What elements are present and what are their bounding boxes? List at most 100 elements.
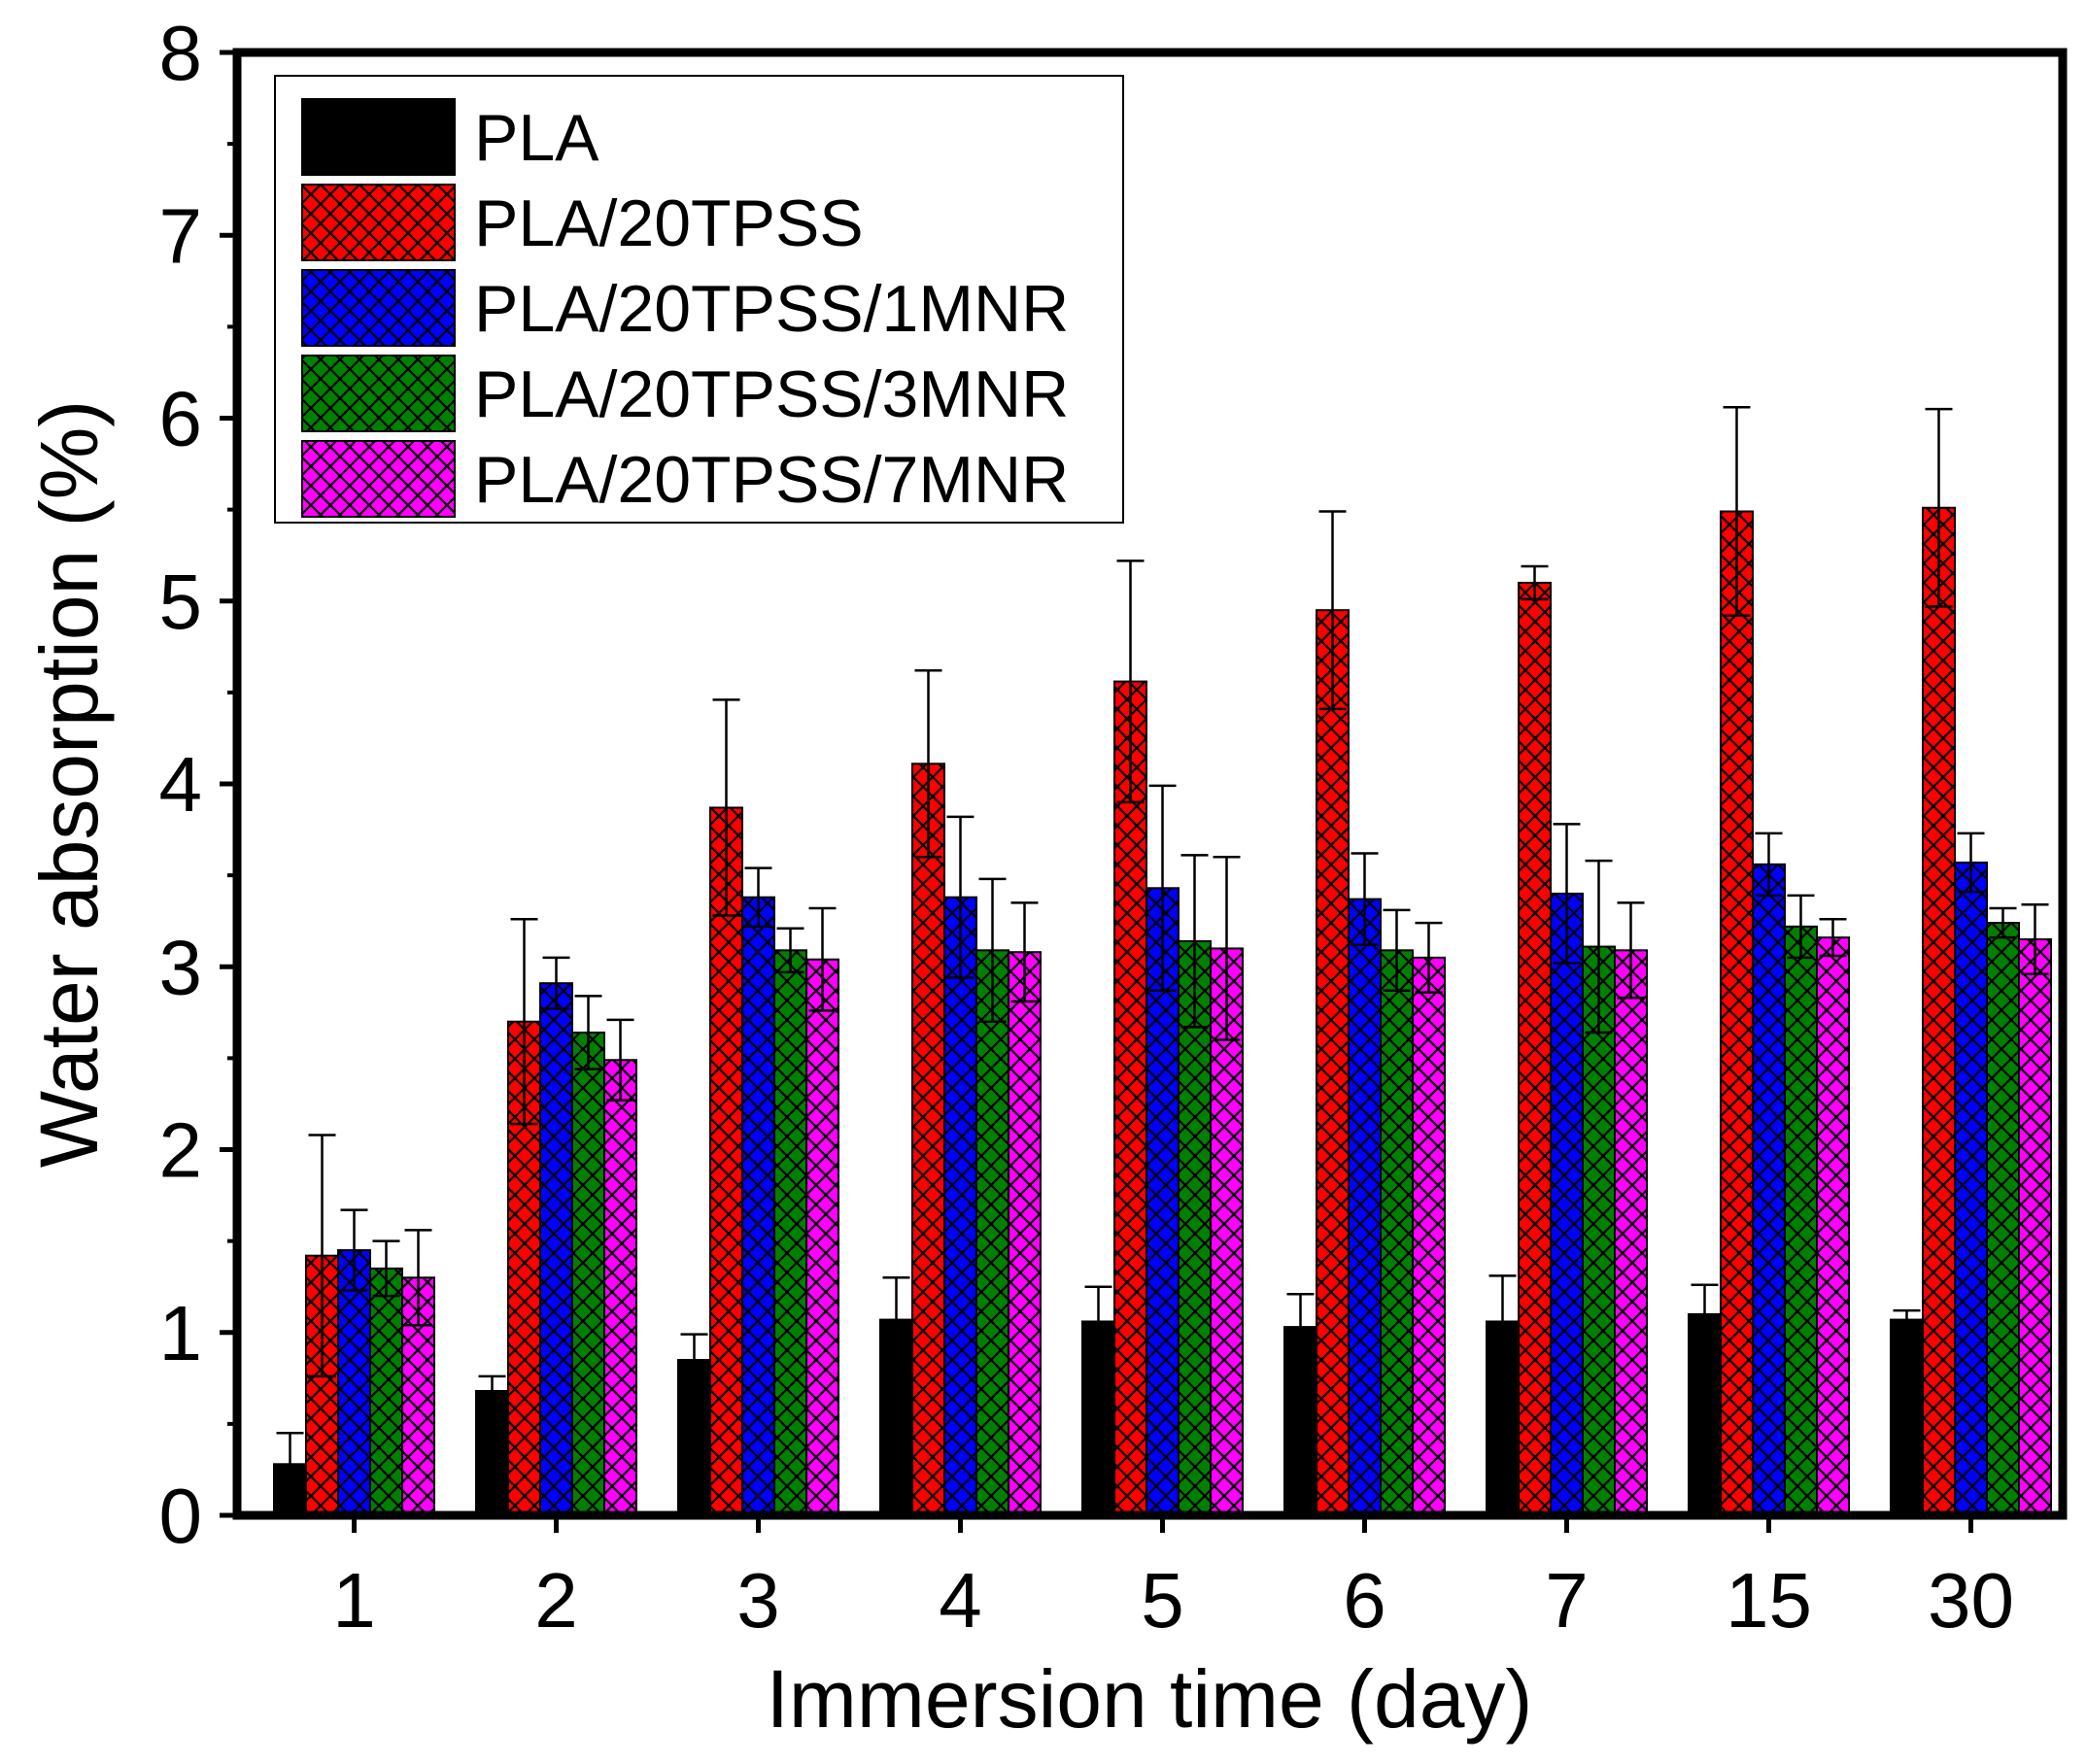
legend-swatch-outline (301, 355, 456, 432)
bar-hatch (1413, 957, 1445, 1515)
error-bar (1286, 1292, 1315, 1362)
bar-hatch (1721, 511, 1753, 1515)
legend-entry: PLA (301, 98, 599, 176)
legend-label: PLA/20TPSS/1MNR (474, 272, 1069, 346)
y-axis: 0 1 2 3 4 5 6 7 8 (159, 10, 237, 1559)
error-bar (1213, 856, 1241, 1041)
x-tick-label: 5 (1141, 1557, 1184, 1644)
x-tick-label: 15 (1726, 1557, 1812, 1644)
bars-layer (273, 506, 2052, 1517)
error-bar (1787, 894, 1815, 960)
legend-swatch-outline (301, 269, 456, 347)
error-bar (882, 1276, 910, 1364)
bar-hatch (1519, 582, 1551, 1515)
bar-hatch (1923, 507, 1955, 1516)
bar-group (603, 1059, 637, 1516)
error-bar (1617, 901, 1645, 1000)
legend-swatch (302, 99, 455, 175)
bar-group (1784, 925, 1818, 1516)
bar-group (1316, 609, 1350, 1516)
bar (1689, 1313, 1721, 1515)
error-bar (978, 877, 1007, 1023)
y-tick-label: 5 (159, 559, 203, 645)
error-bar (914, 669, 942, 859)
legend: PLA PLA/20TPSS PLA/20TPSS/1MNR PLA/20TPSS/3… (274, 75, 1124, 524)
bar-group (1380, 949, 1414, 1516)
error-bar (308, 1134, 336, 1378)
bar-hatch (912, 763, 944, 1515)
legend-label: PLA (474, 101, 599, 175)
bar-group (1614, 949, 1648, 1516)
bar-hatch (806, 959, 838, 1515)
error-bar (1383, 908, 1411, 992)
bar-group (943, 896, 977, 1516)
bar-group (475, 1389, 509, 1516)
bar-group (805, 958, 839, 1516)
bar-group (1518, 581, 1552, 1516)
y-axis-title: Water absorption (%) (23, 400, 115, 1169)
bar-group (1113, 680, 1147, 1516)
legend-entry: PLA/20TPSS/1MNR (301, 269, 1069, 347)
x-tick-label: 7 (1545, 1557, 1589, 1644)
error-bar (1585, 859, 1613, 1035)
bar-hatch (1179, 940, 1211, 1515)
error-bar (1755, 831, 1783, 898)
error-bar (1116, 560, 1145, 804)
bar-hatch (1349, 899, 1381, 1515)
legend-entry: PLA/20TPSS (301, 184, 864, 261)
error-bars-layer (276, 405, 2049, 1497)
error-bar (1521, 564, 1549, 601)
legend-label: PLA/20TPSS (474, 187, 864, 260)
bar-hatch (976, 950, 1009, 1515)
bar-hatch (1381, 950, 1413, 1515)
error-bar (478, 1374, 506, 1408)
error-bar (2021, 902, 2049, 976)
bar-hatch (710, 807, 742, 1515)
bar-hatch (572, 1033, 604, 1515)
error-bar (680, 1333, 708, 1387)
error-bar (1351, 852, 1379, 946)
bar-hatch (338, 1250, 370, 1515)
legend-swatch-hatch (302, 185, 455, 260)
legend-swatch-outline (301, 98, 456, 176)
bar-group (1348, 898, 1382, 1516)
bar-group (773, 949, 807, 1516)
x-tick-label: 6 (1343, 1557, 1386, 1644)
bar-group (1922, 506, 1956, 1516)
y-tick-label: 2 (159, 1107, 203, 1194)
bar-group (369, 1267, 403, 1517)
legend-entry: PLA/20TPSS/7MNR (301, 440, 1069, 518)
error-bar (1893, 1308, 1921, 1331)
bar-hatch (1583, 946, 1615, 1515)
error-bar (1148, 784, 1177, 992)
bar-group (741, 896, 775, 1516)
bar (1891, 1319, 1923, 1515)
bar-hatch (1551, 893, 1583, 1515)
bar-hatch (1987, 923, 2019, 1515)
bar-group (911, 763, 945, 1516)
error-bar (808, 906, 837, 1012)
bar-hatch (540, 983, 572, 1515)
bar-group (539, 982, 573, 1516)
bar-group (1550, 892, 1584, 1516)
error-bar (1488, 1274, 1517, 1369)
bar-hatch (774, 950, 806, 1515)
bar-hatch (944, 897, 976, 1515)
error-bar (1084, 1285, 1112, 1358)
error-bar (542, 956, 570, 1010)
bar-hatch (1817, 937, 1849, 1515)
y-tick-label: 6 (159, 376, 203, 462)
x-tick-label: 1 (332, 1557, 376, 1644)
legend-label: PLA/20TPSS/3MNR (474, 357, 1069, 431)
x-tick-label: 30 (1928, 1557, 2014, 1644)
bar-hatch (1317, 610, 1349, 1515)
y-tick-label: 8 (159, 10, 203, 96)
error-bar (1415, 921, 1443, 994)
y-tick-label: 0 (159, 1473, 203, 1559)
bar-group (1752, 863, 1786, 1516)
bar-hatch (2019, 939, 2051, 1515)
x-tick-label: 3 (736, 1557, 780, 1644)
bar-hatch (1146, 888, 1179, 1515)
bar-group (709, 806, 743, 1516)
bar-group (1146, 887, 1180, 1516)
